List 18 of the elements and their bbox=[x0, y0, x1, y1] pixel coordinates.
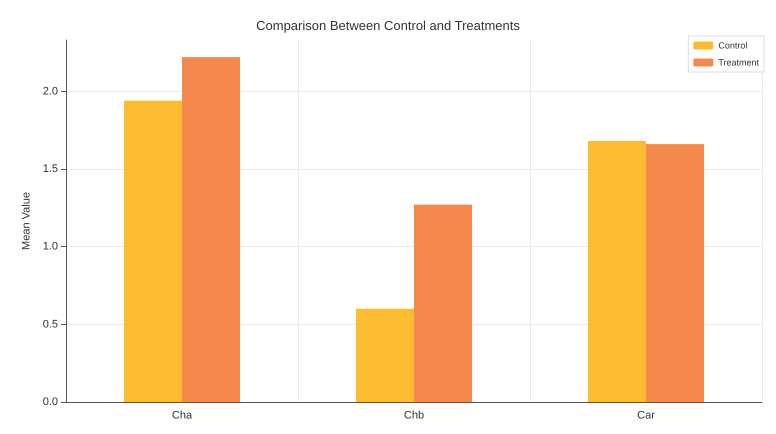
y-tick-label: 1.5 bbox=[42, 162, 58, 175]
bar bbox=[414, 204, 472, 402]
bar bbox=[182, 57, 240, 402]
bar bbox=[588, 140, 646, 402]
y-tick-label: 1.0 bbox=[42, 240, 58, 253]
y-tick-label: 0.5 bbox=[42, 318, 58, 330]
y-tick-label: 0.0 bbox=[42, 396, 58, 408]
chart-title: Comparison Between Control and Treatments bbox=[256, 18, 520, 33]
legend-label: Treatment bbox=[718, 58, 760, 68]
bar bbox=[124, 100, 182, 402]
x-tick-label: Car bbox=[637, 410, 656, 422]
legend-label: Control bbox=[718, 40, 748, 50]
bar bbox=[356, 308, 414, 402]
bar bbox=[646, 144, 704, 402]
y-tick-label: 2.0 bbox=[42, 85, 58, 98]
y-axis-title: Mean Value bbox=[20, 192, 32, 250]
x-tick-label: Cha bbox=[172, 410, 193, 422]
x-tick-label: Chb bbox=[404, 410, 424, 422]
